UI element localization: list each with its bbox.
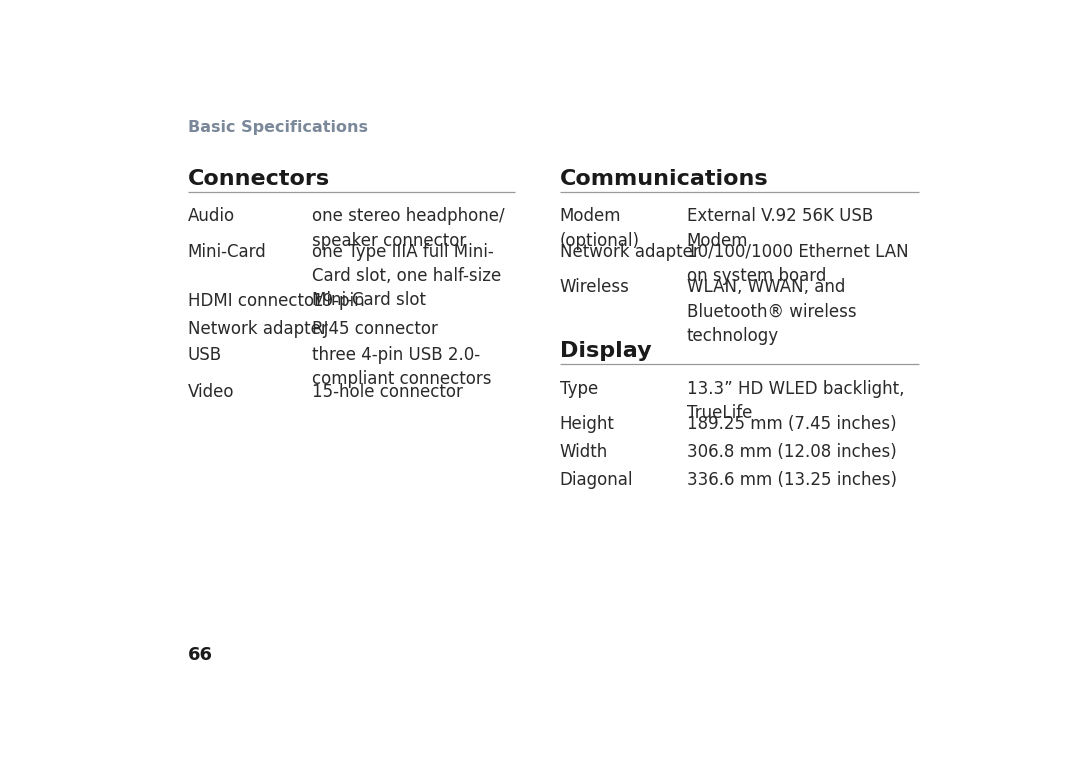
Text: External V.92 56K USB
Modem: External V.92 56K USB Modem <box>687 208 873 250</box>
Text: Type: Type <box>559 380 598 398</box>
Text: WLAN, WWAN, and
Bluetooth® wireless
technology: WLAN, WWAN, and Bluetooth® wireless tech… <box>687 278 856 345</box>
Text: Network adapter: Network adapter <box>188 320 327 338</box>
Text: Width: Width <box>559 443 608 461</box>
Text: 306.8 mm (12.08 inches): 306.8 mm (12.08 inches) <box>687 443 896 461</box>
Text: 19-pin: 19-pin <box>312 292 364 310</box>
Text: Network adapter: Network adapter <box>559 243 700 261</box>
Text: 189.25 mm (7.45 inches): 189.25 mm (7.45 inches) <box>687 415 896 434</box>
Text: Video: Video <box>188 383 234 401</box>
Text: Mini-Card: Mini-Card <box>188 243 267 261</box>
Text: Diagonal: Diagonal <box>559 471 633 489</box>
Text: 66: 66 <box>188 647 213 664</box>
Text: 336.6 mm (13.25 inches): 336.6 mm (13.25 inches) <box>687 471 896 489</box>
Text: HDMI connector: HDMI connector <box>188 292 321 310</box>
Text: Connectors: Connectors <box>188 169 329 189</box>
Text: three 4-pin USB 2.0-
compliant connectors: three 4-pin USB 2.0- compliant connector… <box>312 346 491 388</box>
Text: one stereo headphone/
speaker connector: one stereo headphone/ speaker connector <box>312 208 504 250</box>
Text: RJ45 connector: RJ45 connector <box>312 320 437 338</box>
Text: 10/100/1000 Ethernet LAN
on system board: 10/100/1000 Ethernet LAN on system board <box>687 243 908 285</box>
Text: Audio: Audio <box>188 208 234 225</box>
Text: Wireless: Wireless <box>559 278 630 296</box>
Text: 13.3” HD WLED backlight,
TrueLife: 13.3” HD WLED backlight, TrueLife <box>687 380 904 422</box>
Text: Height: Height <box>559 415 615 434</box>
Text: Display: Display <box>559 342 651 362</box>
Text: Modem
(optional): Modem (optional) <box>559 208 639 250</box>
Text: 15-hole connector: 15-hole connector <box>312 383 462 401</box>
Text: Basic Specifications: Basic Specifications <box>188 119 367 135</box>
Text: one Type IIIA full Mini-
Card slot, one half-size
Mini-Card slot: one Type IIIA full Mini- Card slot, one … <box>312 243 501 309</box>
Text: USB: USB <box>188 346 221 364</box>
Text: Communications: Communications <box>559 169 768 189</box>
